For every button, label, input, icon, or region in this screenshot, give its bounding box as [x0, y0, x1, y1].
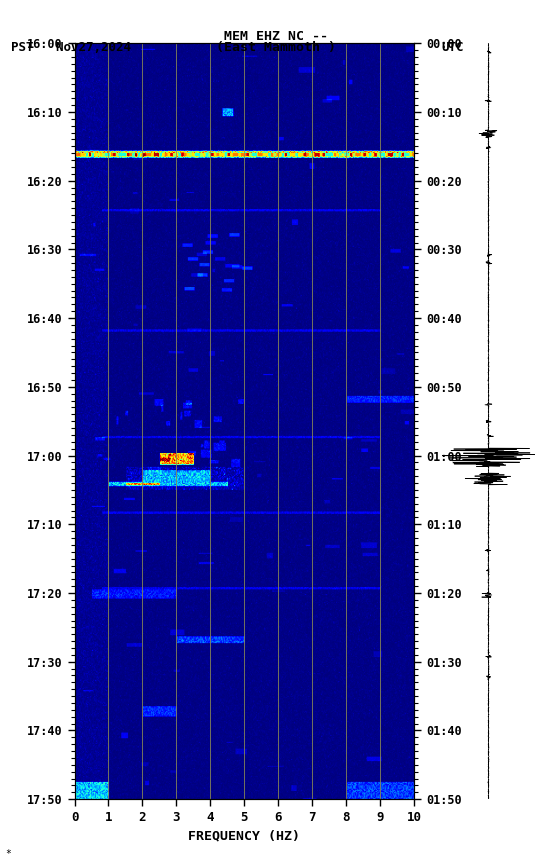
Text: *: * — [6, 849, 12, 859]
X-axis label: FREQUENCY (HZ): FREQUENCY (HZ) — [188, 829, 300, 842]
Text: (East Mammoth ): (East Mammoth ) — [216, 41, 336, 54]
Text: MEM EHZ NC --: MEM EHZ NC -- — [224, 30, 328, 43]
Text: PST   Nov27,2024: PST Nov27,2024 — [11, 41, 131, 54]
Text: UTC: UTC — [442, 41, 464, 54]
